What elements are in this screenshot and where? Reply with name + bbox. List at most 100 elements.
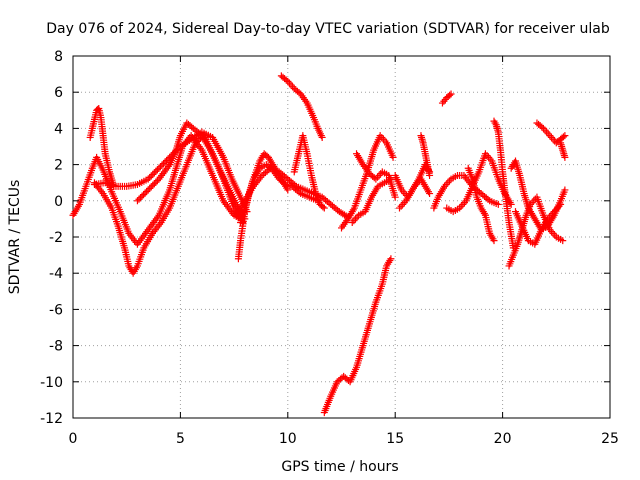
data-point [348, 219, 356, 227]
grid-lines [73, 56, 610, 418]
series-arc-10 [290, 132, 328, 212]
x-tick-label: 5 [176, 431, 185, 447]
data-point [137, 194, 145, 202]
data-point [549, 229, 557, 237]
x-tick-label: 20 [494, 431, 512, 447]
data-point [149, 170, 157, 178]
x-tick-label: 15 [386, 431, 404, 447]
y-tick-label: 0 [54, 194, 63, 210]
chart-title: Day 076 of 2024, Sidereal Day-to-day VTE… [46, 21, 610, 37]
data-point [289, 83, 297, 91]
data-point [379, 135, 387, 143]
data-point [373, 173, 381, 181]
data-point [494, 200, 502, 208]
data-point [150, 180, 158, 188]
y-tick-label: -2 [49, 230, 63, 246]
data-point [196, 130, 204, 138]
x-tick-label: 10 [279, 431, 297, 447]
data-point [395, 204, 403, 212]
data-point [144, 175, 152, 183]
data-point [543, 128, 551, 136]
data-point [156, 163, 164, 171]
data-point [318, 133, 326, 141]
data-point [546, 132, 554, 140]
series-arc-25 [511, 200, 565, 248]
data-point [291, 181, 299, 189]
y-tick-label: -8 [49, 339, 63, 355]
data-point [140, 191, 148, 199]
y-tick-label: -6 [49, 302, 63, 318]
data-point [561, 153, 569, 161]
data-point [561, 186, 569, 194]
series-arc-17 [417, 132, 434, 179]
data-point [351, 215, 359, 223]
data-point [541, 126, 549, 134]
data-point [490, 237, 498, 245]
data-point [94, 105, 102, 113]
y-tick-label: -4 [49, 266, 63, 282]
data-point [530, 197, 538, 205]
x-tick-label: 25 [601, 431, 619, 447]
y-tick-label: -12 [40, 411, 63, 427]
data-point [160, 160, 168, 168]
data-point [557, 200, 565, 208]
y-axis-label: SDTVAR / TECUs [7, 180, 23, 295]
data-point [547, 133, 555, 141]
series-arc-18 [438, 90, 455, 107]
series-arc-9 [277, 72, 326, 141]
data-point [399, 200, 407, 208]
y-tick-label: 6 [54, 85, 63, 101]
data-point [158, 161, 166, 169]
data-point [544, 130, 552, 138]
data-point [446, 91, 454, 99]
series-arc-2 [86, 104, 118, 190]
y-tick-label: 4 [54, 121, 63, 137]
series-arc-12 [338, 132, 397, 232]
y-tick-label: 2 [54, 158, 63, 174]
data-point [350, 217, 358, 225]
data-point [391, 193, 399, 201]
data-point [426, 171, 434, 179]
series-arc-11 [320, 255, 395, 417]
data-point [447, 90, 455, 98]
series-arc-23 [505, 193, 567, 270]
x-tick-label: 0 [69, 431, 78, 447]
data-point [426, 190, 434, 198]
data-point [144, 186, 152, 194]
data-point [485, 153, 493, 161]
data-point [538, 123, 546, 131]
data-point [150, 169, 158, 177]
data-point [153, 166, 161, 174]
data-point [484, 195, 492, 203]
data-point [133, 197, 141, 205]
data-marks [69, 72, 569, 417]
series-arc-19 [430, 171, 502, 212]
data-point [135, 195, 143, 203]
data-point [152, 178, 160, 186]
series-arc-27 [557, 139, 569, 161]
data-point [147, 183, 155, 191]
data-point [459, 200, 467, 208]
data-point [287, 81, 295, 89]
data-point [559, 237, 567, 245]
data-point [146, 174, 154, 182]
data-point [387, 255, 395, 263]
data-point [397, 202, 405, 210]
data-point [559, 133, 567, 141]
data-point [377, 170, 385, 178]
y-tick-label: -10 [40, 375, 63, 391]
data-point [138, 192, 146, 200]
data-point [149, 181, 157, 189]
series-arc-8 [237, 150, 292, 227]
data-point [284, 186, 292, 194]
data-point [155, 164, 163, 172]
data-point [389, 153, 397, 161]
series-arc-14 [353, 150, 399, 201]
series-arc-21 [464, 164, 498, 245]
data-point [561, 132, 569, 140]
series-arc-22 [490, 117, 517, 252]
data-point [444, 179, 452, 187]
x-axis-label: GPS time / hours [281, 459, 398, 475]
axes: 0 5 10 15 20 25 -12 -10 -8 -6 -4 -2 0 2 4 6 8 [40, 49, 619, 447]
